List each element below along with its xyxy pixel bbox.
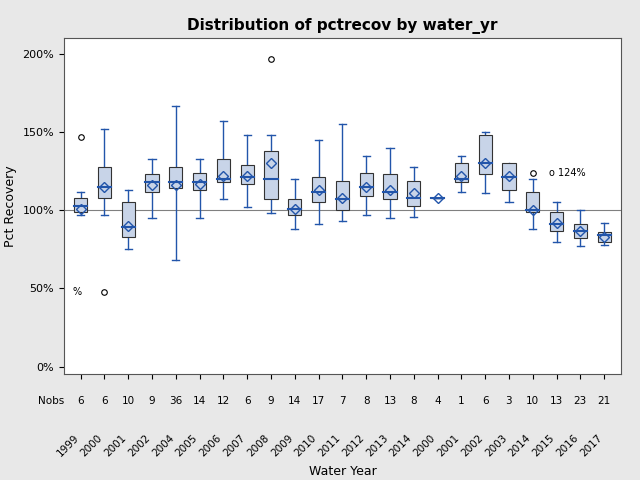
Text: 2006: 2006 [198,432,223,458]
Bar [241,165,254,184]
Bar [502,163,515,190]
Text: 14: 14 [288,396,301,406]
Text: 13: 13 [383,396,397,406]
Bar [574,224,587,239]
Bar [170,167,182,189]
Text: 2013: 2013 [364,432,390,458]
Text: 7: 7 [339,396,346,406]
Bar [98,167,111,198]
Bar [526,192,540,212]
Text: 2014: 2014 [507,432,532,458]
Text: 2015: 2015 [531,432,557,458]
Text: 14: 14 [193,396,206,406]
Text: 2003: 2003 [483,432,509,458]
Text: 2004: 2004 [150,432,176,458]
Text: 6: 6 [77,396,84,406]
Text: 17: 17 [312,396,325,406]
Bar [74,198,87,212]
Text: 21: 21 [598,396,611,406]
Bar [312,178,325,203]
Text: 2002: 2002 [127,432,152,458]
Text: 8: 8 [363,396,369,406]
Text: 3: 3 [506,396,512,406]
Bar [288,199,301,215]
Text: o 124%: o 124% [549,168,586,178]
Text: 6: 6 [101,396,108,406]
Text: Nobs: Nobs [38,396,64,406]
Text: 2000: 2000 [79,432,104,458]
Text: 6: 6 [482,396,488,406]
Text: 13: 13 [550,396,563,406]
Bar [550,212,563,230]
Text: 2017: 2017 [579,432,604,458]
Text: 2005: 2005 [174,432,200,458]
Title: Distribution of pctrecov by water_yr: Distribution of pctrecov by water_yr [187,18,498,34]
Text: Water Year: Water Year [308,465,376,478]
Text: 2011: 2011 [317,432,342,458]
Text: 1999: 1999 [55,432,81,458]
Bar [383,174,397,199]
Text: 2009: 2009 [269,432,295,458]
Text: 2001: 2001 [436,432,461,458]
Bar [122,203,135,237]
Bar [145,174,159,192]
Text: 2007: 2007 [221,432,247,458]
Text: 2002: 2002 [460,432,485,458]
Bar [217,159,230,182]
Y-axis label: Pct Recovery: Pct Recovery [4,166,17,247]
Text: 2016: 2016 [555,432,580,458]
Text: 2001: 2001 [102,432,128,458]
Bar [264,151,278,199]
Text: 4: 4 [435,396,441,406]
Text: 2010: 2010 [293,432,319,458]
Text: 23: 23 [573,396,587,406]
Text: 10: 10 [122,396,135,406]
Text: 9: 9 [268,396,275,406]
Text: 8: 8 [410,396,417,406]
Bar [455,163,468,182]
Text: 6: 6 [244,396,250,406]
Text: 1: 1 [458,396,465,406]
Text: 9: 9 [148,396,156,406]
Text: 2000: 2000 [412,432,438,458]
Bar [407,180,420,205]
Bar [479,135,492,174]
Bar [336,180,349,210]
Text: 2008: 2008 [245,432,271,458]
Text: %: % [72,287,82,297]
Text: 36: 36 [169,396,182,406]
Text: 2014: 2014 [388,432,414,458]
Text: 12: 12 [217,396,230,406]
Bar [193,173,206,190]
Bar [360,173,372,196]
Bar [598,232,611,241]
Text: 10: 10 [526,396,540,406]
Text: 2012: 2012 [340,432,366,458]
